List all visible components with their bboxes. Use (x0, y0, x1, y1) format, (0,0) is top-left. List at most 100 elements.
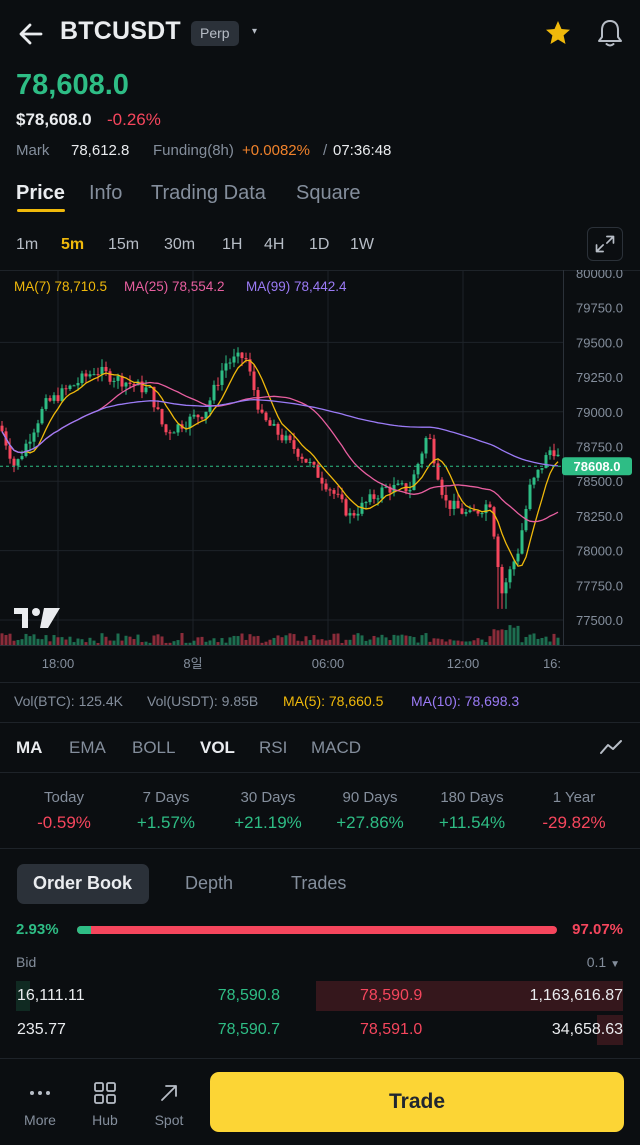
volume-bar (156, 634, 160, 645)
indicator-rsi[interactable]: RSI (259, 738, 288, 757)
candle-body (160, 409, 164, 425)
funding-label[interactable]: Funding(8h) (153, 142, 234, 159)
candle-body (252, 371, 256, 391)
candle-body (336, 493, 340, 495)
favorite-star-icon[interactable] (543, 18, 573, 48)
candle-body (140, 381, 144, 393)
volume-bar (280, 637, 284, 645)
interval-4h[interactable]: 4H (264, 236, 285, 253)
bid-ask-ratio-bar (77, 926, 557, 934)
candle-body (244, 358, 248, 360)
volume-bar (20, 639, 24, 645)
last-price: 78,608.0 (16, 69, 129, 101)
volume-bar (320, 639, 324, 645)
volume-bar (188, 642, 192, 645)
tab-price[interactable]: Price (16, 182, 65, 204)
order-book-row[interactable]: 235.77 78,590.7 78,591.0 34,658.63 (0, 1015, 640, 1045)
trade-button[interactable]: Trade (210, 1072, 624, 1132)
tab-depth[interactable]: Depth (185, 873, 234, 893)
tab-square[interactable]: Square (296, 182, 361, 204)
candle-body (280, 434, 284, 441)
tab-info[interactable]: Info (89, 182, 123, 204)
candle-body (232, 356, 236, 363)
candle-body (328, 489, 332, 491)
volume-bar (468, 641, 472, 645)
volume-bar (228, 637, 232, 645)
tab-order-book[interactable]: Order Book (33, 873, 133, 893)
mark-value: 78,612.8 (71, 142, 130, 159)
indicator-ema[interactable]: EMA (69, 738, 106, 757)
time-tick-label: 16: (543, 656, 561, 671)
candle-body (76, 383, 80, 386)
nav-more[interactable]: More (12, 1080, 68, 1128)
candle-body (68, 385, 72, 389)
candle-body (44, 398, 48, 409)
price-tick-label: 79250.0 (576, 370, 623, 385)
bid-depth-bar (16, 981, 30, 1011)
candle-body (212, 384, 216, 401)
volume-bar (504, 630, 508, 645)
fullscreen-icon[interactable] (587, 227, 623, 261)
funding-countdown: 07:36:48 (333, 142, 392, 159)
depth-precision-select[interactable]: 0.1 ▼ (587, 954, 620, 970)
tab-trading-data[interactable]: Trading Data (151, 182, 266, 204)
time-tick-label: 06:00 (312, 656, 345, 671)
price-tick-label: 78500.0 (576, 474, 623, 489)
order-book-row[interactable]: 16,111.11 78,590.8 78,590.9 1,163,616.87 (0, 981, 640, 1011)
indicator-boll[interactable]: BOLL (132, 738, 176, 757)
ma25-line (1, 381, 559, 523)
volume-bar (84, 642, 88, 645)
perf-value-today: -0.59% (37, 813, 91, 832)
interval-5m[interactable]: 5m (61, 236, 85, 253)
indicator-ma[interactable]: MA (16, 738, 43, 757)
chart-divider (0, 682, 640, 683)
bid-ratio: 2.93% (16, 921, 59, 938)
candle-body (128, 382, 132, 384)
indicator-macd[interactable]: MACD (311, 738, 362, 757)
bid-price[interactable]: 78,590.8 (217, 987, 280, 1004)
bid-price[interactable]: 78,590.7 (217, 1021, 280, 1038)
candle-body (344, 499, 348, 516)
candle-body (288, 435, 292, 441)
back-arrow-icon[interactable] (14, 18, 48, 50)
candle-body (388, 486, 392, 493)
interval-15m[interactable]: 15m (108, 236, 140, 253)
volume-bar (452, 640, 456, 645)
candle-body (492, 507, 496, 537)
candle-body (120, 375, 124, 387)
symbol-title[interactable]: BTCUSDT (60, 17, 181, 45)
interval-1h[interactable]: 1H (222, 236, 243, 253)
volume-bar (464, 641, 468, 645)
volume-bar (548, 641, 552, 645)
volume-bar (488, 636, 492, 645)
volume-bar (416, 642, 420, 645)
volume-bar (248, 634, 252, 645)
price-chart[interactable]: 80000.0 79750.0 79500.0 79250.0 79000.0 78750… (0, 270, 640, 682)
ask-price[interactable]: 78,591.0 (360, 1021, 423, 1038)
symbol-dropdown-caret[interactable]: ▾ (252, 26, 258, 37)
candle-body (64, 388, 68, 390)
volume-bar (440, 639, 444, 645)
ask-price[interactable]: 78,590.9 (360, 987, 423, 1004)
indicator-settings-icon[interactable] (598, 736, 624, 758)
volume-bar (28, 636, 32, 645)
tab-trades[interactable]: Trades (291, 873, 347, 893)
volume-bar (108, 640, 112, 645)
indicator-vol[interactable]: VOL (200, 738, 235, 757)
candle-body (0, 425, 4, 432)
candle-body (380, 487, 384, 499)
nav-hub[interactable]: Hub (77, 1080, 133, 1128)
volume-bar (432, 638, 436, 645)
candle-body (432, 438, 436, 464)
interval-1m[interactable]: 1m (16, 236, 39, 253)
bell-icon[interactable] (594, 16, 626, 50)
candle-body (352, 513, 356, 516)
interval-30m[interactable]: 30m (164, 236, 196, 253)
interval-1w[interactable]: 1W (350, 236, 374, 253)
volume-bar (260, 642, 264, 645)
volume-bar (460, 641, 464, 645)
interval-1d[interactable]: 1D (309, 236, 330, 253)
volume-bars (0, 625, 560, 645)
candle-body (520, 530, 524, 554)
nav-spot[interactable]: Spot (141, 1080, 197, 1128)
